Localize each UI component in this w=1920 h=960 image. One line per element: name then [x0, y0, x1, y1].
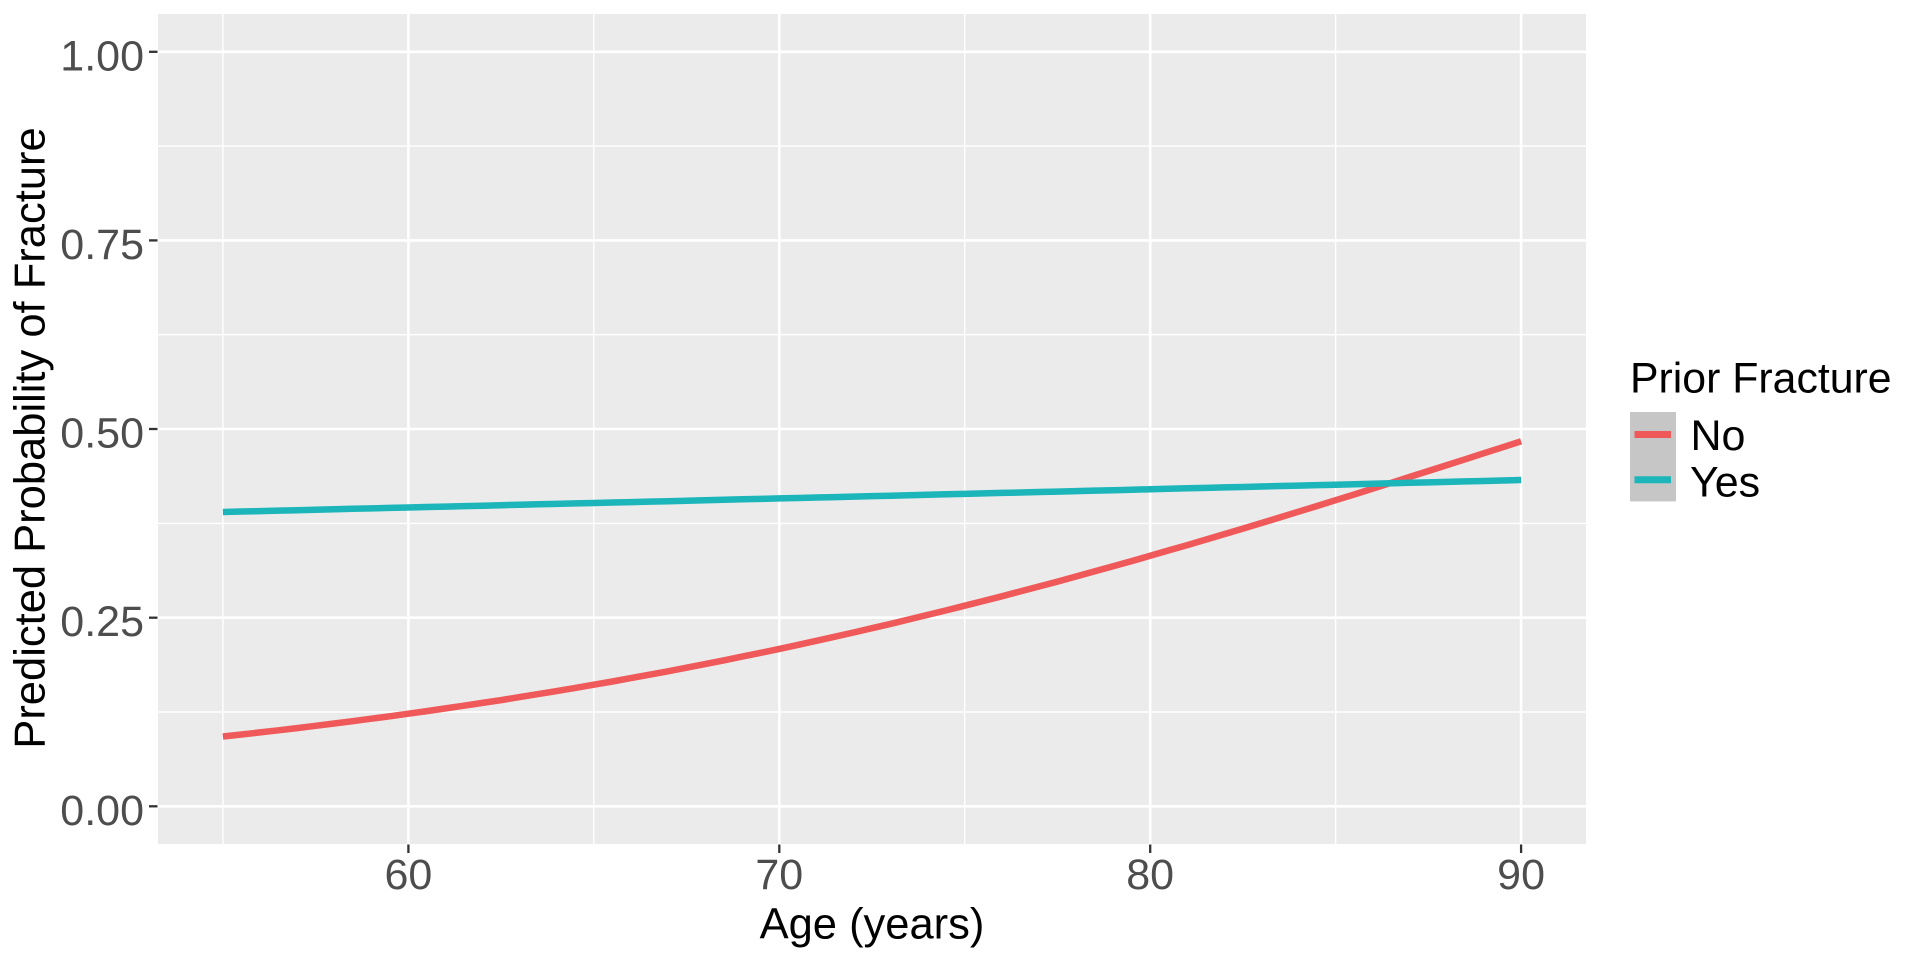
- svg-text:0.25: 0.25: [60, 598, 144, 646]
- svg-text:70: 70: [755, 851, 803, 899]
- svg-text:0.75: 0.75: [60, 221, 144, 269]
- svg-text:60: 60: [384, 851, 432, 899]
- svg-text:0.00: 0.00: [60, 787, 144, 835]
- svg-text:90: 90: [1497, 851, 1545, 899]
- svg-text:Prior Fracture: Prior Fracture: [1630, 355, 1892, 403]
- svg-text:Age (years): Age (years): [760, 901, 985, 949]
- svg-text:1.00: 1.00: [60, 32, 144, 80]
- svg-text:No: No: [1691, 412, 1746, 460]
- svg-text:Predicted Probability of Fract: Predicted Probability of Fracture: [7, 127, 55, 748]
- svg-text:80: 80: [1126, 851, 1174, 899]
- svg-text:0.50: 0.50: [60, 410, 144, 458]
- svg-text:Yes: Yes: [1690, 458, 1760, 506]
